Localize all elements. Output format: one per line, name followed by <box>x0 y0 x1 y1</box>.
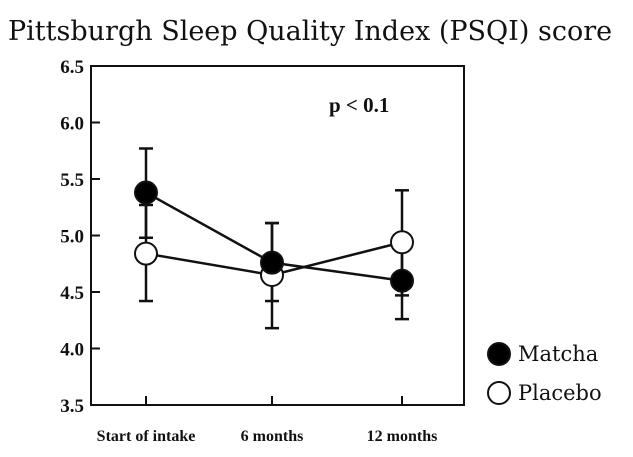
plot-area <box>134 147 414 330</box>
y-tick-label: 4.0 <box>60 340 84 361</box>
point-matcha <box>260 250 284 275</box>
x-tick-label: 12 months <box>367 428 438 445</box>
y-axis: 6.5 6.0 5.5 5.0 4.5 4.0 3.5 <box>60 57 100 417</box>
legend-marker-matcha <box>487 342 511 366</box>
legend-label-placebo: Placebo <box>518 381 602 405</box>
legend-marker-placebo <box>487 381 511 405</box>
p-value-annotation: p < 0.1 <box>329 93 389 117</box>
y-tick-label: 5.5 <box>60 170 84 191</box>
x-tick-label: Start of intake <box>97 428 196 445</box>
y-tick-label: 6.0 <box>60 114 84 135</box>
point-placebo <box>390 230 414 255</box>
chart-title: Pittsburgh Sleep Quality Index (PSQI) sc… <box>8 16 612 47</box>
point-matcha <box>390 268 414 293</box>
point-matcha <box>134 180 158 205</box>
point-placebo <box>134 241 158 266</box>
y-tick-label: 3.5 <box>60 396 84 417</box>
y-tick-label: 4.5 <box>60 283 84 304</box>
legend: Matcha Placebo <box>487 342 602 405</box>
y-tick-label: 5.0 <box>60 227 84 248</box>
y-tick-label: 6.5 <box>60 57 84 78</box>
legend-label-matcha: Matcha <box>518 342 598 366</box>
x-axis: Start of intake 6 months 12 months <box>97 396 438 445</box>
x-tick-label: 6 months <box>241 428 304 445</box>
